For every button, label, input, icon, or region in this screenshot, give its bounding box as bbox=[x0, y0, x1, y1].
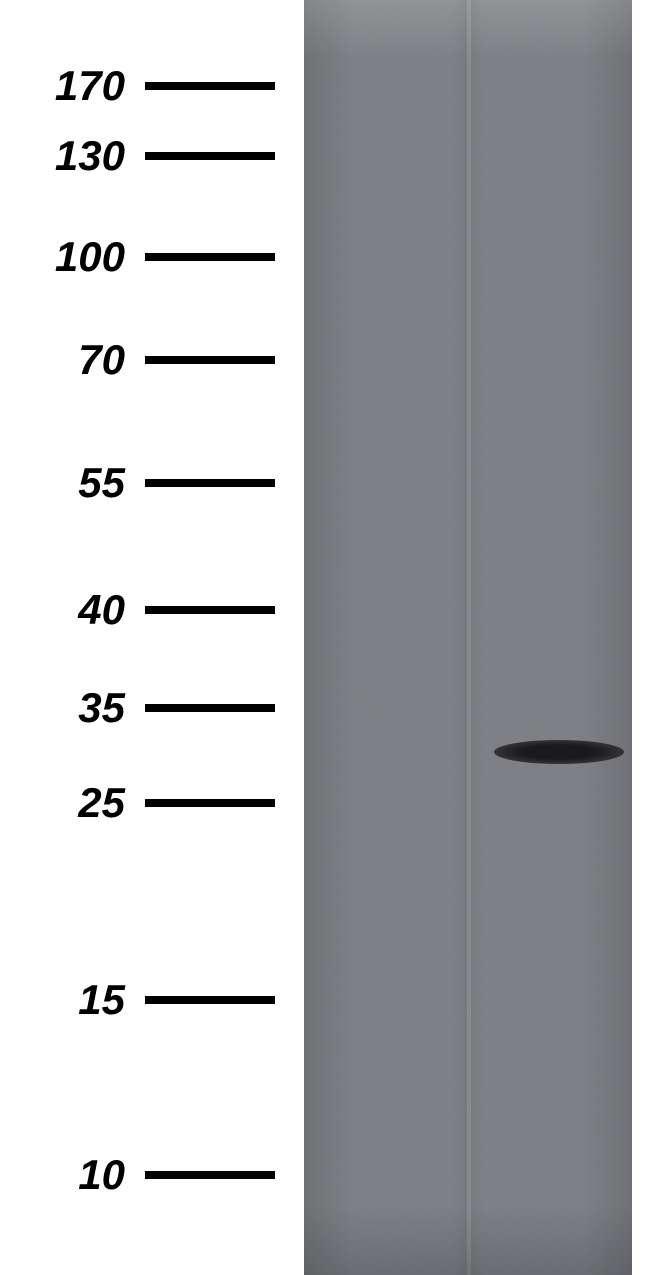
marker-tick bbox=[145, 356, 275, 364]
marker-tick bbox=[145, 479, 275, 487]
marker-tick bbox=[145, 1171, 275, 1179]
marker-label: 15 bbox=[78, 976, 125, 1024]
marker-label: 100 bbox=[55, 233, 125, 281]
marker-row: 10 bbox=[0, 1151, 290, 1199]
marker-row: 40 bbox=[0, 586, 290, 634]
molecular-weight-ladder: 170 130 100 70 55 40 35 25 15 10 bbox=[0, 0, 290, 1275]
marker-label: 10 bbox=[78, 1151, 125, 1199]
marker-tick bbox=[145, 799, 275, 807]
membrane-top-fade bbox=[304, 0, 632, 60]
marker-tick bbox=[145, 82, 275, 90]
marker-row: 170 bbox=[0, 62, 290, 110]
blot-membrane bbox=[298, 0, 638, 1275]
marker-label: 170 bbox=[55, 62, 125, 110]
marker-tick bbox=[145, 606, 275, 614]
marker-label: 70 bbox=[78, 336, 125, 384]
marker-label: 35 bbox=[78, 684, 125, 732]
membrane-bottom-fade bbox=[304, 1205, 632, 1275]
marker-tick bbox=[145, 253, 275, 261]
marker-label: 25 bbox=[78, 779, 125, 827]
marker-tick bbox=[145, 704, 275, 712]
marker-label: 40 bbox=[78, 586, 125, 634]
marker-row: 35 bbox=[0, 684, 290, 732]
marker-row: 70 bbox=[0, 336, 290, 384]
membrane-vignette bbox=[304, 0, 632, 1275]
protein-band bbox=[494, 740, 624, 764]
western-blot-figure: 170 130 100 70 55 40 35 25 15 10 bbox=[0, 0, 650, 1275]
marker-label: 55 bbox=[78, 459, 125, 507]
marker-row: 55 bbox=[0, 459, 290, 507]
marker-tick bbox=[145, 996, 275, 1004]
marker-row: 100 bbox=[0, 233, 290, 281]
marker-tick bbox=[145, 152, 275, 160]
marker-label: 130 bbox=[55, 132, 125, 180]
marker-row: 25 bbox=[0, 779, 290, 827]
marker-row: 15 bbox=[0, 976, 290, 1024]
marker-row: 130 bbox=[0, 132, 290, 180]
